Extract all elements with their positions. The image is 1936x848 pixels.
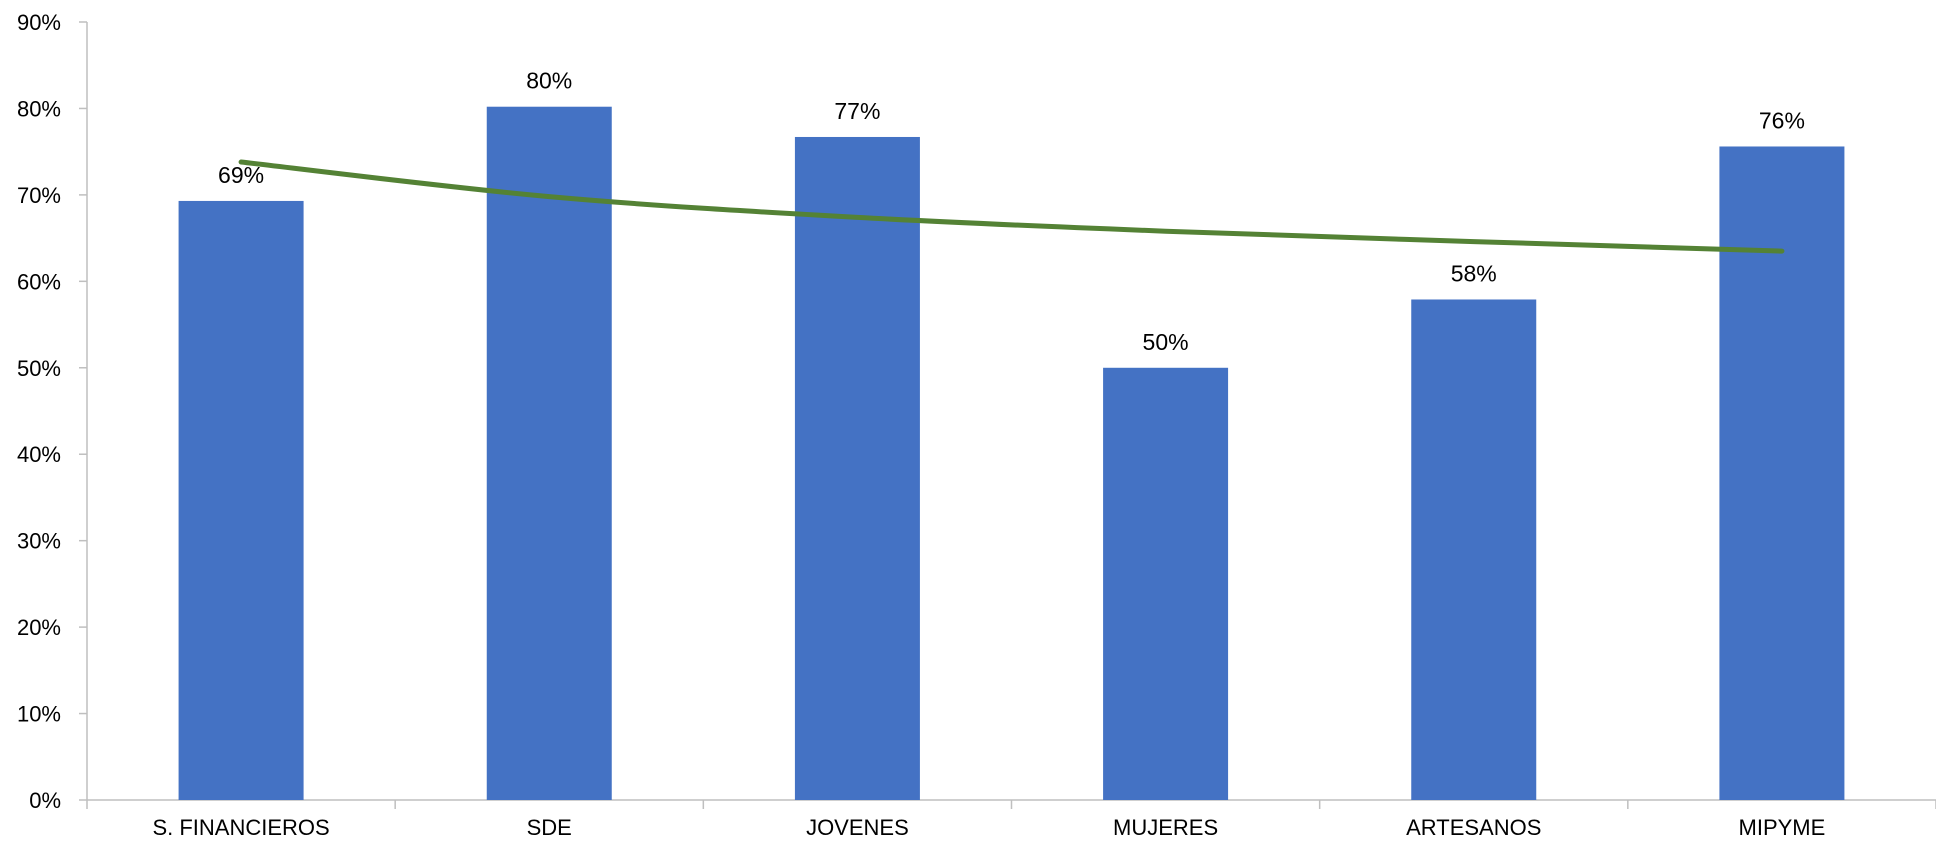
- data-label: 69%: [218, 162, 264, 188]
- bar: [1103, 367, 1229, 800]
- bar: [794, 136, 920, 800]
- bar: [1719, 146, 1845, 801]
- y-tick-label: 50%: [17, 356, 61, 381]
- bar: [486, 106, 612, 800]
- x-tick-label: ARTESANOS: [1406, 815, 1541, 840]
- y-tick-label: 10%: [17, 702, 61, 727]
- bar-series: [178, 106, 1845, 801]
- data-label: 50%: [1143, 329, 1189, 355]
- trendline: [238, 159, 1785, 254]
- trendline-series: [238, 159, 1785, 254]
- data-label: 77%: [834, 98, 880, 124]
- y-tick-label: 40%: [17, 442, 61, 467]
- y-axis: 0% 10% 20% 30% 40% 50% 60% 70% 80% 90%: [17, 10, 88, 813]
- x-tick-label: SDE: [527, 815, 572, 840]
- y-tick-label: 80%: [17, 96, 61, 121]
- y-tick-label: 20%: [17, 615, 61, 640]
- x-axis: S. FINANCIEROS SDE JOVENES MUJERES ARTESANOS…: [86, 799, 1936, 840]
- x-tick-label: S. FINANCIEROS: [152, 815, 329, 840]
- bar: [178, 200, 304, 800]
- y-tick-label: 30%: [17, 529, 61, 554]
- data-label: 76%: [1759, 107, 1805, 133]
- y-tick-label: 0%: [29, 788, 61, 813]
- data-label: 80%: [526, 68, 572, 94]
- x-tick-label: MIPYME: [1739, 815, 1826, 840]
- data-labels: 69% 80% 77% 50% 58% 76%: [218, 68, 1805, 355]
- bar: [1411, 299, 1537, 800]
- y-tick-label: 60%: [17, 269, 61, 294]
- x-tick-label: MUJERES: [1113, 815, 1218, 840]
- y-tick-label: 70%: [17, 183, 61, 208]
- x-tick-label: JOVENES: [806, 815, 909, 840]
- y-tick-label: 90%: [17, 10, 61, 35]
- data-label: 58%: [1451, 260, 1497, 286]
